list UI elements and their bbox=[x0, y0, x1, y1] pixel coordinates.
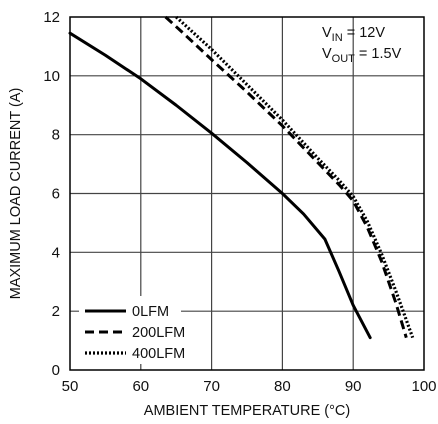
series-lines bbox=[68, 15, 415, 340]
y-tick-label-6: 6 bbox=[52, 186, 60, 203]
y-tick-label-12: 12 bbox=[43, 9, 60, 26]
annotation-vin: VIN = 12V bbox=[322, 25, 385, 44]
y-tick-label-4: 4 bbox=[52, 244, 60, 261]
legend-label-0lfm: 0LFM bbox=[132, 304, 169, 320]
annotation-vout: VOUT = 1.5V bbox=[322, 46, 402, 65]
annotation-vout-subscript: OUT bbox=[332, 53, 356, 65]
annotation-vin-main: V bbox=[322, 25, 332, 41]
conditions-annotation: VIN = 12V VOUT = 1.5V bbox=[322, 25, 402, 65]
legend-label-200lfm: 200LFM bbox=[132, 325, 185, 341]
x-tick-label-100: 100 bbox=[411, 378, 436, 395]
series-line-400lfm bbox=[175, 15, 415, 339]
legend-background bbox=[79, 296, 181, 364]
legend: 0LFM 200LFM 400LFM bbox=[79, 296, 185, 364]
y-axis-title: MAXIMUM LOAD CURRENT (A) bbox=[8, 88, 24, 300]
y-tick-label-10: 10 bbox=[43, 68, 60, 85]
annotation-vin-subscript: IN bbox=[332, 32, 343, 44]
x-tick-label-70: 70 bbox=[203, 378, 220, 395]
annotation-vout-value: = 1.5V bbox=[355, 46, 402, 62]
axes bbox=[69, 16, 425, 371]
x-tick-label-80: 80 bbox=[274, 378, 291, 395]
annotation-vin-value: = 12V bbox=[343, 25, 386, 41]
annotation-vout-main: V bbox=[322, 46, 332, 62]
series-line-200lfm bbox=[164, 15, 408, 339]
y-tick-label-0: 0 bbox=[52, 362, 60, 379]
series-line-0lfm bbox=[68, 31, 372, 340]
y-tick-label-2: 2 bbox=[52, 303, 60, 320]
x-tick-label-90: 90 bbox=[345, 378, 362, 395]
tick-labels: 50 60 70 80 90 100 0 2 4 6 8 10 12 bbox=[43, 9, 436, 395]
x-tick-label-60: 60 bbox=[132, 378, 149, 395]
x-axis-title: AMBIENT TEMPERATURE (°C) bbox=[144, 403, 350, 419]
x-tick-label-50: 50 bbox=[62, 378, 79, 395]
y-tick-label-8: 8 bbox=[52, 127, 60, 144]
plot-frame bbox=[69, 16, 425, 371]
legend-label-400lfm: 400LFM bbox=[132, 346, 185, 362]
